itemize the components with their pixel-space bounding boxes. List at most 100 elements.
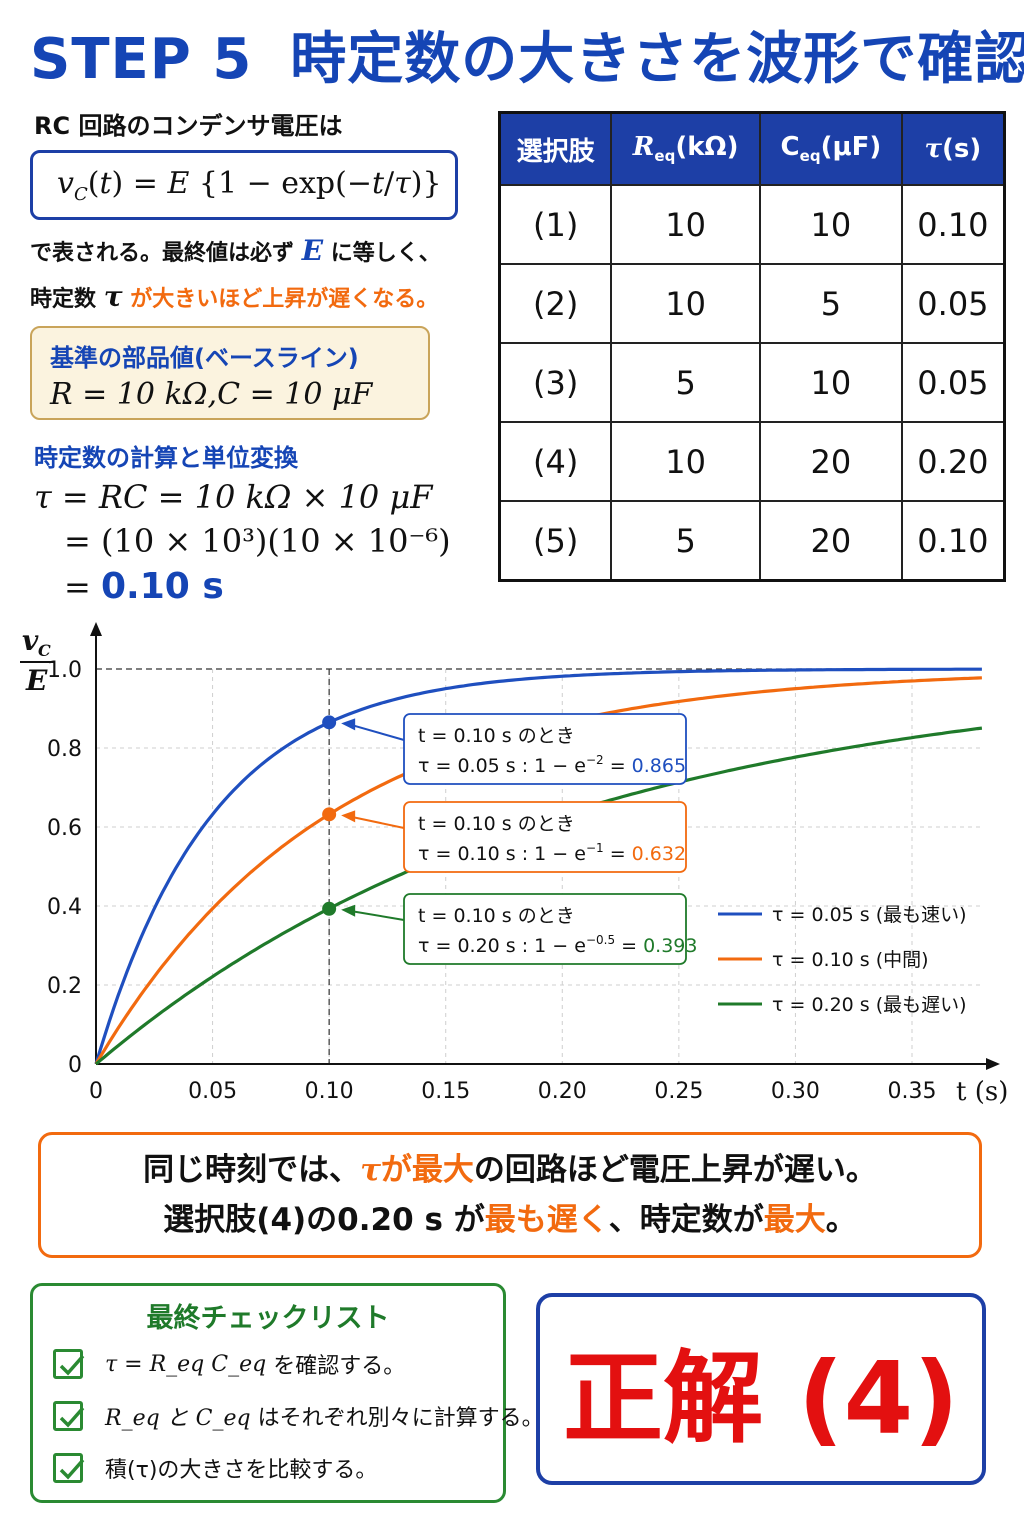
table-cell: 5 [610, 500, 761, 582]
annotation-box [403, 801, 687, 873]
y-axis-arrow [90, 622, 102, 636]
table-row: (2) 10 5 0.05 [498, 263, 1006, 344]
annotation-line-1: t = 0.10 s のとき [418, 725, 575, 747]
data-point-marker [322, 901, 337, 916]
table-cell: 5 [610, 342, 761, 423]
intro-line-2: 時定数 τ が大きいほど上昇が遅くなる。 [30, 280, 439, 313]
x-tick-label: 0.20 [538, 1079, 587, 1104]
table-cell: (1) [498, 184, 613, 265]
options-table: 選択肢 Req(kΩ) Ceq(μF) τ(s) (1) 10 10 0.10 (2) 1… [498, 111, 1006, 582]
annotation-line-2: τ = 0.05 s : 1 − e−2 = 0.865 [418, 753, 686, 777]
table-row: (1) 10 10 0.10 [498, 184, 1006, 265]
x-tick-label: 0.10 [305, 1079, 354, 1104]
annotation-arrow [348, 815, 405, 829]
checkbox-checked-icon [53, 1401, 85, 1431]
table-header-row: 選択肢 Req(kΩ) Ceq(μF) τ(s) [498, 111, 1006, 186]
annotation-line-2: τ = 0.20 s : 1 − e−0.5 = 0.393 [418, 933, 698, 957]
intro-line-1: で表される。最終値は必ず E に等しく、 [30, 234, 441, 267]
y-tick-label: 0.4 [47, 895, 82, 920]
annotation-arrow [348, 909, 405, 921]
final-checklist: 最終チェックリスト τ = R_eq C_eq を確認する。 R_eq と C_… [30, 1283, 544, 1503]
y-axis-label-subscript: C [38, 641, 51, 660]
table-cell: (5) [498, 500, 613, 582]
legend-label: τ = 0.20 s (最も遅い) [772, 994, 967, 1016]
y-tick-label: 0.2 [47, 974, 82, 999]
answer-box: 正解 (4) [536, 1293, 986, 1485]
table-row: (3) 5 10 0.05 [498, 342, 1006, 423]
table-cell: 20 [758, 500, 903, 582]
step-response-chart: 0 0.05 0.10 0.15 0.20 0.25 0.30 0.35 0 0.2 0.4 0.6 0… [20, 622, 1008, 1107]
table-cell: 10 [610, 184, 761, 265]
annotation-box [403, 713, 687, 785]
conclusion-line-2: 選択肢(4)の0.20 s が最も遅く、時定数が最大。 [163, 1202, 857, 1238]
x-tick-label: 0 [89, 1079, 103, 1104]
table-row: (5) 5 20 0.10 [498, 500, 1006, 582]
capacitor-voltage-formula: vC(t) = E {1 − exp(−t/τ)} [57, 165, 442, 205]
y-axis-label-denominator: E [25, 664, 48, 697]
series-line [94, 667, 982, 1065]
table-cell: 0.10 [900, 500, 1006, 582]
annotation-line-1: t = 0.10 s のとき [418, 813, 575, 835]
data-point-marker [322, 715, 337, 730]
checkbox-checked-icon [53, 1349, 85, 1379]
y-tick-label: 0 [68, 1053, 82, 1078]
calc-line-2: = (10 × 10³)(10 × 10⁻⁶) [64, 522, 451, 560]
annotation-arrowhead [341, 810, 356, 823]
table-cell: 10 [610, 263, 761, 344]
calc-line-1: τ = RC = 10 kΩ × 10 μF [34, 478, 433, 516]
x-axis-arrow [986, 1058, 1000, 1070]
checklist-title: 最終チェックリスト [146, 1303, 390, 1334]
data-point-marker [322, 807, 337, 822]
header-ceq: Ceq(μF) [758, 111, 903, 186]
annotation-arrowhead [341, 904, 356, 917]
x-axis-label: t (s) [956, 1077, 1008, 1107]
table-cell: (4) [498, 421, 613, 502]
calc-line-3: = 0.10 s [64, 566, 224, 607]
table-cell: 0.20 [900, 421, 1006, 502]
checklist-item: R_eq と C_eq はそれぞれ別々に計算する。 [53, 1400, 544, 1432]
y-tick-label: 0.8 [47, 737, 82, 762]
conclusion-line-1: 同じ時刻では、τが最大の回路ほど電圧上昇が遅い。 [143, 1152, 877, 1188]
table-cell: 10 [610, 421, 761, 502]
x-tick-label: 0.15 [421, 1079, 470, 1104]
annotation-arrowhead [341, 718, 356, 731]
annotation-box [403, 893, 687, 965]
x-tick-label: 0.05 [188, 1079, 237, 1104]
x-tick-label: 0.25 [654, 1079, 703, 1104]
baseline-title: 基準の部品値(ベースライン) [50, 344, 359, 372]
annotation-line-2: τ = 0.10 s : 1 − e−1 = 0.632 [418, 841, 686, 865]
conclusion-box: 同じ時刻では、τが最大の回路ほど電圧上昇が遅い。 選択肢(4)の0.20 s が… [38, 1132, 982, 1258]
baseline-values: R = 10 kΩ,C = 10 μF [50, 377, 373, 412]
step-label: STEP 5 [30, 27, 253, 92]
page-title: STEP 5 時定数の大きさを波形で確認 [30, 14, 1024, 95]
baseline-box: 基準の部品値(ベースライン) R = 10 kΩ,C = 10 μF [30, 326, 430, 420]
checklist-item: 積(τ) の大きさを比較する。 [53, 1452, 377, 1484]
header-tau: τ(s) [900, 111, 1006, 186]
checkbox-checked-icon [53, 1453, 85, 1483]
header-option: 選択肢 [498, 111, 613, 186]
title-text: 時定数の大きさを波形で確認 [290, 27, 1024, 92]
y-tick-label: 0.6 [47, 816, 82, 841]
x-tick-label: 0.35 [888, 1079, 937, 1104]
formula-box: vC(t) = E {1 − exp(−t/τ)} [30, 150, 458, 220]
legend-label: τ = 0.10 s (中間) [772, 949, 929, 971]
table-cell: 10 [758, 342, 903, 423]
legend-label: τ = 0.05 s (最も速い) [772, 904, 967, 926]
calc-title: 時定数の計算と単位変換 [34, 444, 298, 472]
table-cell: (2) [498, 263, 613, 344]
y-axis-label-numerator: v [22, 624, 39, 657]
header-req: Req(kΩ) [610, 111, 761, 186]
table-cell: 0.05 [900, 342, 1006, 423]
table-cell: 5 [758, 263, 903, 344]
table-cell: 10 [758, 184, 903, 265]
table-row: (4) 10 20 0.20 [498, 421, 1006, 502]
checklist-item: τ = R_eq C_eq を確認する。 [53, 1348, 405, 1380]
table-cell: 0.05 [900, 263, 1006, 344]
table-cell: (3) [498, 342, 613, 423]
x-tick-label: 0.30 [771, 1079, 820, 1104]
answer-text: 正解 (4) [563, 1339, 959, 1457]
table-cell: 20 [758, 421, 903, 502]
annotation-arrow [348, 723, 405, 741]
calc-result: 0.10 s [100, 566, 224, 607]
intro-lead: RC 回路のコンデンサ電圧は [34, 112, 343, 140]
